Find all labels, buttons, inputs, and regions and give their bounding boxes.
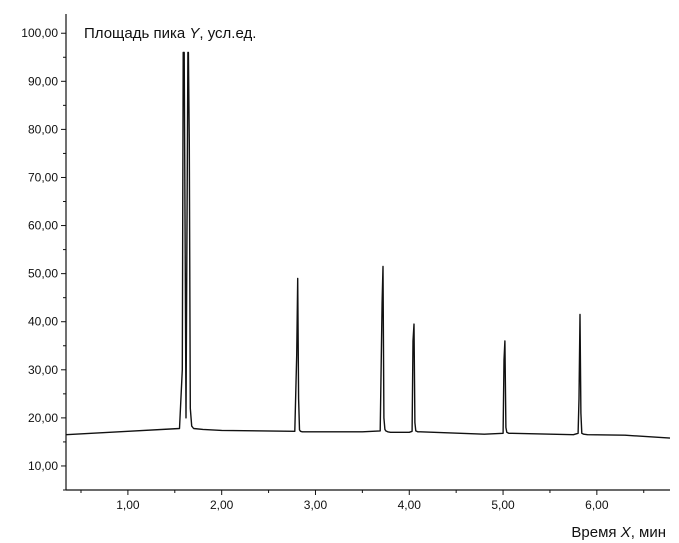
y-tick-label: 90,00 [28, 74, 58, 88]
y-axis-title: Площадь пика Y, усл.ед. [84, 25, 256, 42]
axes [65, 14, 670, 491]
x-tick-label: 2,00 [210, 498, 234, 512]
y-tick-label: 10,00 [28, 459, 58, 473]
y-tick-label: 20,00 [28, 411, 58, 425]
x-tick-label: 3,00 [304, 498, 328, 512]
series-layer [65, 51, 671, 439]
x-axis-title-suffix: , мин [631, 524, 666, 541]
chromatogram-line [65, 51, 671, 439]
y-tick-label: 80,00 [28, 122, 58, 136]
y-axis-title-suffix: , усл.ед. [199, 25, 256, 42]
x-tick-label: 4,00 [398, 498, 422, 512]
y-tick-label: 30,00 [28, 363, 58, 377]
x-ticks: 1,00 2,00 3,00 4,00 5,00 6,00 [80, 490, 645, 512]
x-tick-label: 6,00 [585, 498, 609, 512]
y-tick-label: 100,00 [21, 26, 58, 40]
y-axis-title-var: Y [189, 25, 200, 42]
y-ticks: 10,00 20,00 30,00 40,00 50,00 60,00 70,00 80,00… [21, 26, 66, 491]
y-tick-label: 60,00 [28, 219, 58, 233]
x-axis-title-prefix: Время [571, 524, 620, 541]
y-tick-label: 40,00 [28, 315, 58, 329]
x-tick-label: 5,00 [491, 498, 515, 512]
x-tick-label: 1,00 [116, 498, 140, 512]
y-tick-label: 50,00 [28, 267, 58, 281]
x-axis-title: Время X, мин [571, 524, 666, 541]
y-axis-title-prefix: Площадь пика [84, 25, 189, 42]
x-axis-title-var: X [620, 524, 632, 541]
y-tick-label: 70,00 [28, 170, 58, 184]
